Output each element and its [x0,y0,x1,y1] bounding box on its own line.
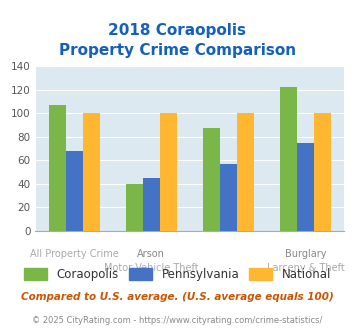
Text: All Property Crime: All Property Crime [30,249,119,259]
Text: Compared to U.S. average. (U.S. average equals 100): Compared to U.S. average. (U.S. average … [21,292,334,302]
Bar [66,151,83,231]
Bar [297,143,314,231]
Text: Property Crime Comparison: Property Crime Comparison [59,43,296,58]
Bar [126,184,143,231]
Bar [237,113,254,231]
Bar [143,178,160,231]
Bar [280,87,297,231]
Bar [49,105,66,231]
Text: Larceny & Theft: Larceny & Theft [267,263,345,273]
Bar [160,113,177,231]
Text: Burglary: Burglary [285,249,327,259]
Bar [203,128,220,231]
Text: Motor Vehicle Theft: Motor Vehicle Theft [104,263,199,273]
Bar [220,164,237,231]
Text: © 2025 CityRating.com - https://www.cityrating.com/crime-statistics/: © 2025 CityRating.com - https://www.city… [32,315,323,325]
Bar [83,113,100,231]
Text: Arson: Arson [137,249,165,259]
Text: 2018 Coraopolis: 2018 Coraopolis [109,23,246,38]
Legend: Coraopolis, Pennsylvania, National: Coraopolis, Pennsylvania, National [19,263,336,286]
Bar [314,113,331,231]
